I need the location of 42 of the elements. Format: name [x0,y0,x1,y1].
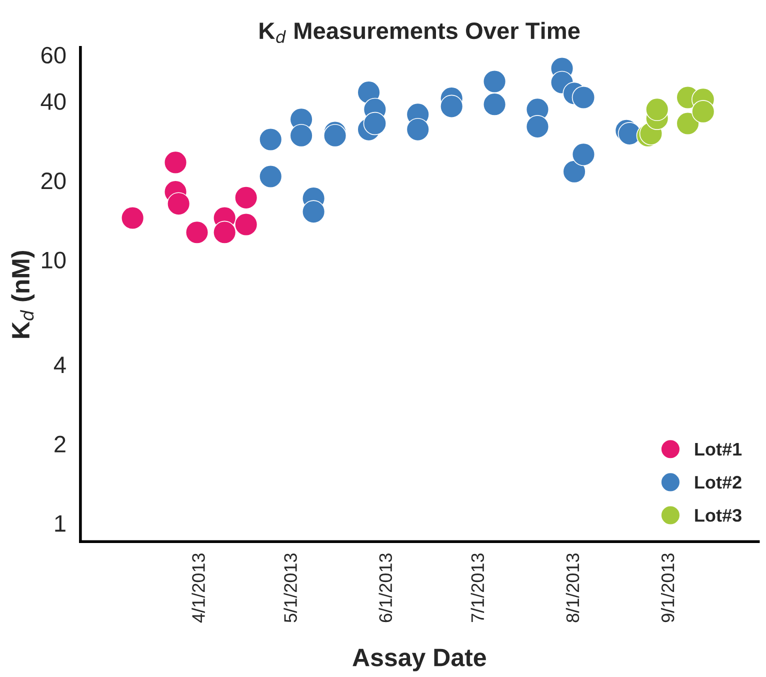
chart-title: K$_{d}$ Measurements Over Time [260,22,580,44]
x-axis-title: Assay Date [352,648,486,672]
point [482,92,506,116]
point [166,192,190,216]
point [120,206,144,230]
y-tick-label: 60 [41,46,66,64]
point [692,100,715,124]
point [645,98,669,122]
point [212,220,236,244]
point [406,118,430,142]
x-tick-label: 8/1/2013 [566,554,580,622]
legend-label: Lot#2 [695,476,742,489]
point [302,200,326,224]
y-tick-label: 4 [54,356,66,374]
point [482,70,506,94]
point [572,86,596,110]
x-tick-label: 4/1/2013 [192,554,205,623]
point [258,128,282,152]
x-tick-label: 5/1/2013 [284,554,297,622]
point [258,164,282,188]
point [363,112,387,136]
point [185,220,209,244]
x-tick-label: 7/1/2013 [470,554,484,622]
y-axis-title: K$_{d}$ (nM) [11,250,35,338]
y-tick-label: 10 [42,252,66,268]
point [234,186,258,210]
point [526,115,550,138]
point [562,160,586,184]
point [164,150,188,174]
point [572,142,596,166]
y-tick-label: 20 [41,172,66,190]
x-tick-label: 9/1/2013 [660,554,674,622]
y-tick-label: 40 [40,93,66,110]
point [290,124,313,148]
y-tick-label: 2 [54,436,66,452]
y-tick-label: 1 [55,515,66,532]
point [234,212,258,236]
legend-label: Lot#1 [695,443,742,456]
point [676,112,700,136]
legend-label: Lot#3 [695,508,742,522]
x-tick-label: 6/1/2013 [378,554,392,622]
point [440,94,464,118]
